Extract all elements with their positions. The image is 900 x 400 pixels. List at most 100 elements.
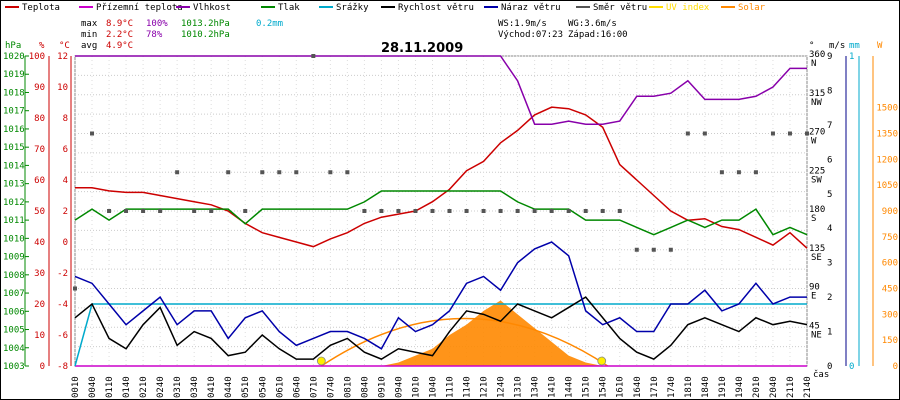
tick-x: 0710 (309, 376, 319, 398)
tick-mm: 0 (849, 362, 854, 372)
legend-label: Náraz větru (501, 3, 561, 13)
legend-item-1: Přízemní teplota (79, 3, 183, 13)
wind-direction-dot (651, 247, 656, 252)
axis-unit-ms: m/s (829, 41, 845, 51)
tick-w: 300 (882, 310, 898, 320)
wind-direction-dot (243, 209, 248, 213)
tick-x: 0540 (258, 376, 268, 398)
axis-unit-temp: °C (59, 41, 70, 51)
tick-temp: -8 (57, 362, 68, 372)
tick-x: 1210 (480, 376, 490, 398)
wind-direction-dot (294, 170, 299, 175)
tick-w: 750 (882, 233, 898, 243)
stat-wind-gust: WG:3.6m/s (568, 19, 617, 29)
tick-temp: 6 (63, 145, 68, 155)
tick-temp: -6 (57, 331, 68, 341)
tick-hpa: 1019 (3, 70, 25, 80)
tick-x: 2140 (803, 376, 813, 398)
tick-hpa: 1016 (3, 125, 25, 135)
legend-item-6: Náraz větru (484, 3, 561, 13)
series-line-tlak (74, 190, 808, 236)
wind-direction-dot (566, 209, 571, 213)
legend-item-2: Vlhkost (176, 3, 231, 13)
tick-dir: 315 (809, 89, 825, 99)
wind-direction-dot (209, 209, 214, 213)
tick-x: 1110 (446, 376, 456, 398)
tick-x: 0640 (292, 376, 302, 398)
tick-dir-label: SW (811, 175, 822, 185)
tick-pct: 70 (34, 145, 45, 155)
tick-dir: 90 (809, 283, 820, 293)
tick-dir: 270 (809, 128, 825, 138)
tick-dir-label: W (811, 137, 817, 147)
wind-direction-dot (73, 286, 77, 291)
tick-dir: 135 (809, 244, 825, 254)
tick-x: 0740 (326, 376, 336, 398)
wind-direction-dot (634, 247, 639, 252)
tick-x: 1840 (701, 376, 711, 398)
legend-swatch (5, 5, 19, 8)
legend-item-3: Tlak (261, 3, 300, 13)
tick-pct: 60 (34, 176, 45, 186)
legend-label: Solar (738, 3, 766, 13)
legend-label: Rychlost větru (398, 3, 474, 13)
tick-x: 1510 (582, 376, 592, 398)
axis-unit-pct: % (39, 41, 45, 51)
uv-marker (597, 356, 607, 366)
tick-hpa: 1015 (3, 143, 25, 153)
tick-dir: 45 (809, 321, 820, 331)
wind-direction-dot (617, 209, 622, 213)
legend-label: Směr větru (593, 3, 648, 13)
legend-swatch (319, 5, 333, 8)
wind-direction-dot (260, 170, 265, 175)
legend: Teplota Přízemní teplota Vlhkost Tlak Srážky… (1, 1, 899, 15)
wind-direction-dot (141, 209, 146, 213)
legend-swatch (649, 5, 663, 8)
wind-direction-dot (515, 209, 520, 213)
tick-pct: 40 (34, 238, 45, 248)
tick-x: 0140 (122, 376, 132, 398)
legend-label: Tlak (278, 3, 300, 13)
stat-min-temp: 2.2°C (106, 30, 134, 40)
wind-direction-dot (805, 131, 809, 136)
tick-dir-label: N (811, 59, 816, 69)
wind-direction-dot (753, 170, 758, 175)
stat-min-hum: 78% (146, 30, 163, 40)
wind-direction-dot (549, 209, 554, 213)
wind-direction-dot (498, 209, 503, 213)
wind-direction-dot (447, 209, 452, 213)
stat-avg-temp: 4.9°C (106, 41, 134, 51)
wind-direction-dot (175, 170, 180, 175)
tick-x: 1740 (667, 376, 677, 398)
wind-direction-dot (719, 170, 724, 175)
tick-x: 1640 (633, 376, 643, 398)
tick-ms: 6 (827, 155, 832, 165)
stat-min-press: 1010.2hPa (181, 30, 230, 40)
tick-hpa: 1014 (3, 161, 25, 171)
tick-x: 1610 (616, 376, 626, 398)
tick-ms: 4 (827, 224, 832, 234)
stat-max-label: max (81, 19, 98, 29)
wind-direction-dot (668, 247, 673, 252)
wind-direction-dot (736, 170, 741, 175)
tick-pct: 20 (34, 300, 45, 310)
axis-unit-hpa: hPa (5, 41, 21, 51)
series-line-náraz-větru (74, 241, 807, 350)
uv-marker (316, 356, 326, 366)
tick-hpa: 1017 (3, 107, 25, 117)
tick-x: 1440 (565, 376, 575, 398)
wind-direction-dot (396, 209, 401, 213)
tick-x: 0610 (275, 376, 285, 398)
tick-x: 0210 (139, 376, 149, 398)
wind-direction-dot (158, 209, 163, 213)
tick-ms: 5 (827, 190, 832, 200)
stat-max-press: 1013.2hPa (181, 19, 230, 29)
tick-dir-label: S (811, 214, 816, 224)
wind-direction-dot (430, 209, 435, 213)
tick-x: 0940 (394, 376, 404, 398)
tick-ms: 9 (827, 52, 832, 62)
stat-max-temp: 8.9°C (106, 19, 134, 29)
tick-temp: 2 (63, 207, 68, 217)
